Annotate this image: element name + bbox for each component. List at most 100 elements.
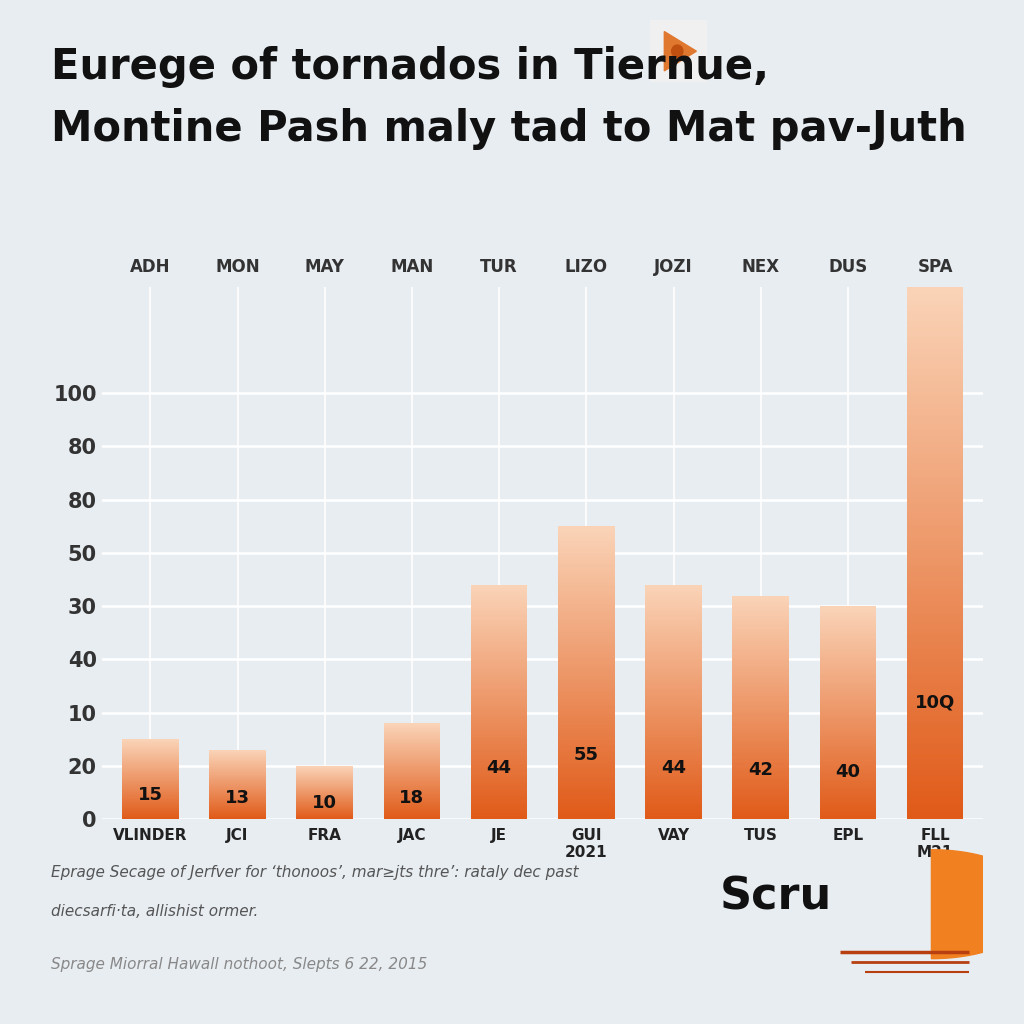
Bar: [906, 420, 964, 423]
Bar: [819, 813, 877, 814]
Bar: [645, 591, 701, 592]
Bar: [819, 719, 877, 720]
Bar: [645, 663, 701, 664]
Bar: [645, 594, 701, 595]
Bar: [732, 726, 790, 727]
Bar: [471, 705, 527, 706]
Bar: [819, 624, 877, 625]
Text: 42: 42: [749, 761, 773, 779]
Bar: [558, 666, 614, 667]
Bar: [558, 727, 614, 728]
Bar: [471, 752, 527, 753]
Bar: [471, 605, 527, 606]
Bar: [819, 627, 877, 628]
Bar: [819, 647, 877, 648]
Bar: [471, 780, 527, 781]
Bar: [819, 784, 877, 785]
Bar: [645, 775, 701, 776]
Bar: [819, 640, 877, 641]
Bar: [732, 711, 790, 712]
Bar: [732, 673, 790, 674]
Text: TUR: TUR: [480, 258, 518, 276]
Bar: [558, 690, 614, 692]
Bar: [732, 597, 790, 598]
Bar: [645, 625, 701, 626]
Bar: [471, 642, 527, 643]
Bar: [906, 761, 964, 763]
Bar: [732, 600, 790, 601]
Bar: [645, 616, 701, 617]
Bar: [558, 788, 614, 790]
Bar: [645, 624, 701, 625]
Bar: [471, 697, 527, 698]
Bar: [906, 736, 964, 739]
Bar: [819, 659, 877, 660]
Bar: [645, 666, 701, 667]
Bar: [732, 634, 790, 635]
Bar: [645, 602, 701, 604]
Bar: [645, 755, 701, 756]
Bar: [906, 287, 964, 290]
Bar: [819, 754, 877, 755]
Bar: [471, 640, 527, 641]
Text: 44: 44: [486, 759, 512, 776]
Bar: [906, 310, 964, 313]
Bar: [906, 468, 964, 470]
Bar: [471, 744, 527, 745]
Bar: [558, 751, 614, 752]
Bar: [906, 372, 964, 375]
Bar: [819, 800, 877, 801]
Bar: [732, 701, 790, 702]
Bar: [819, 616, 877, 617]
Bar: [471, 672, 527, 673]
Bar: [558, 529, 614, 530]
Bar: [732, 630, 790, 632]
Bar: [906, 364, 964, 367]
Bar: [558, 631, 614, 632]
Bar: [906, 375, 964, 377]
Bar: [819, 621, 877, 622]
Bar: [645, 604, 701, 605]
Bar: [732, 662, 790, 663]
Bar: [819, 652, 877, 653]
Bar: [645, 700, 701, 702]
Bar: [558, 595, 614, 597]
Bar: [471, 687, 527, 688]
Bar: [732, 743, 790, 744]
Bar: [645, 674, 701, 675]
Bar: [732, 768, 790, 769]
Bar: [645, 621, 701, 622]
Text: 15: 15: [138, 786, 163, 804]
Bar: [558, 798, 614, 799]
Bar: [645, 731, 701, 732]
Bar: [906, 603, 964, 606]
Bar: [732, 759, 790, 760]
Bar: [558, 636, 614, 638]
Bar: [558, 662, 614, 663]
Bar: [906, 558, 964, 561]
Bar: [558, 740, 614, 741]
Bar: [819, 736, 877, 737]
Bar: [819, 759, 877, 760]
Bar: [732, 739, 790, 741]
Bar: [645, 664, 701, 665]
Bar: [558, 730, 614, 731]
Bar: [906, 295, 964, 297]
Bar: [558, 553, 614, 554]
Bar: [906, 638, 964, 641]
Bar: [819, 632, 877, 633]
Bar: [645, 753, 701, 754]
Bar: [471, 671, 527, 672]
Bar: [645, 736, 701, 737]
Bar: [471, 648, 527, 649]
Bar: [819, 725, 877, 727]
Bar: [732, 688, 790, 689]
Bar: [558, 689, 614, 690]
Bar: [558, 655, 614, 656]
Bar: [471, 657, 527, 658]
Bar: [819, 682, 877, 683]
Bar: [558, 697, 614, 699]
Bar: [471, 800, 527, 801]
Bar: [645, 665, 701, 666]
Bar: [558, 771, 614, 772]
